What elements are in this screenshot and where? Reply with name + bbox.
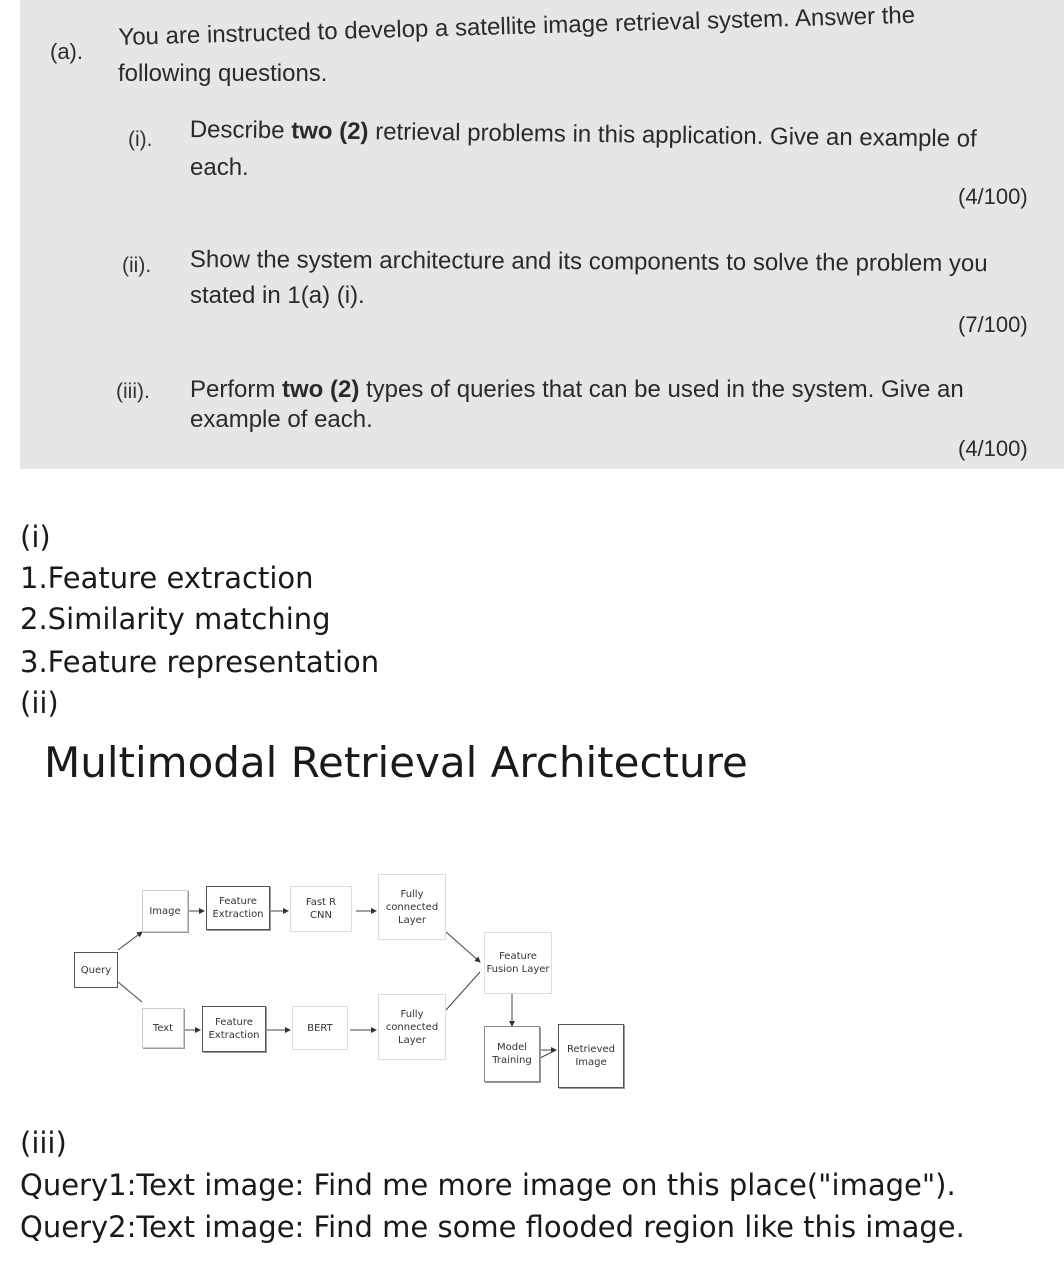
exam-question-photo: (a). You are instructed to develop a sat…: [20, 0, 1064, 469]
part-ii-marks: (7/100): [958, 312, 1028, 337]
answer-query1: Query1:Text image: Find me more image on…: [20, 1168, 956, 1202]
image-box: Image: [142, 890, 188, 932]
part-iii-line1: Perform two (2) types of queries that ca…: [190, 376, 964, 403]
diagram-title: Multimodal Retrieval Architecture: [44, 738, 748, 787]
answer-item-feature-representation: 3.Feature representation: [20, 645, 380, 679]
query-box: Query: [74, 952, 118, 988]
part-i-number: (i).: [128, 128, 153, 151]
fully-connected-image-box: Fully connected Layer: [378, 874, 446, 940]
question-label: (a).: [50, 39, 83, 64]
bert-box: BERT: [292, 1006, 348, 1050]
part-ii-number: (ii).: [122, 254, 152, 277]
diagram-connectors: [117, 908, 557, 1059]
part-i-line2: each.: [190, 154, 249, 181]
part-iii-number: (iii).: [116, 380, 150, 403]
part-iii-marks: (4/100): [958, 436, 1028, 461]
retrieved-image-box: Retrieved Image: [558, 1024, 624, 1088]
feature-extraction-image-box: Feature Extraction: [206, 886, 270, 930]
question-intro-line1: You are instructed to develop a satellit…: [118, 1, 916, 51]
question-intro-line2: following questions.: [118, 60, 328, 87]
text-box: Text: [142, 1008, 184, 1048]
part-ii-line1: Show the system architecture and its com…: [189, 245, 988, 278]
part-iii-line2: example of each.: [190, 406, 373, 433]
answer-item-similarity-matching: 2.Similarity matching: [20, 602, 331, 636]
feature-extraction-text-box: Feature Extraction: [202, 1006, 266, 1052]
answer-query2: Query2:Text image: Find me some flooded …: [20, 1210, 965, 1244]
part-i-line1: Describe two (2) retrieval problems in t…: [189, 115, 977, 153]
feature-fusion-layer-box: Feature Fusion Layer: [484, 932, 552, 994]
answer-part-ii-label: (ii): [20, 686, 59, 720]
fully-connected-text-box: Fully connected Layer: [378, 994, 446, 1060]
answer-item-feature-extraction: 1.Feature extraction: [20, 561, 314, 595]
model-training-box: Model Training: [484, 1026, 540, 1082]
fast-rcnn-box: Fast R CNN: [290, 886, 352, 932]
part-ii-line2: stated in 1(a) (i).: [190, 282, 365, 309]
architecture-diagram: Query Image Text Feature Extraction Featu…: [60, 860, 660, 1100]
answer-part-i-label: (i): [20, 520, 51, 554]
answer-part-iii-label: (iii): [20, 1126, 67, 1160]
part-i-marks: (4/100): [958, 184, 1028, 209]
